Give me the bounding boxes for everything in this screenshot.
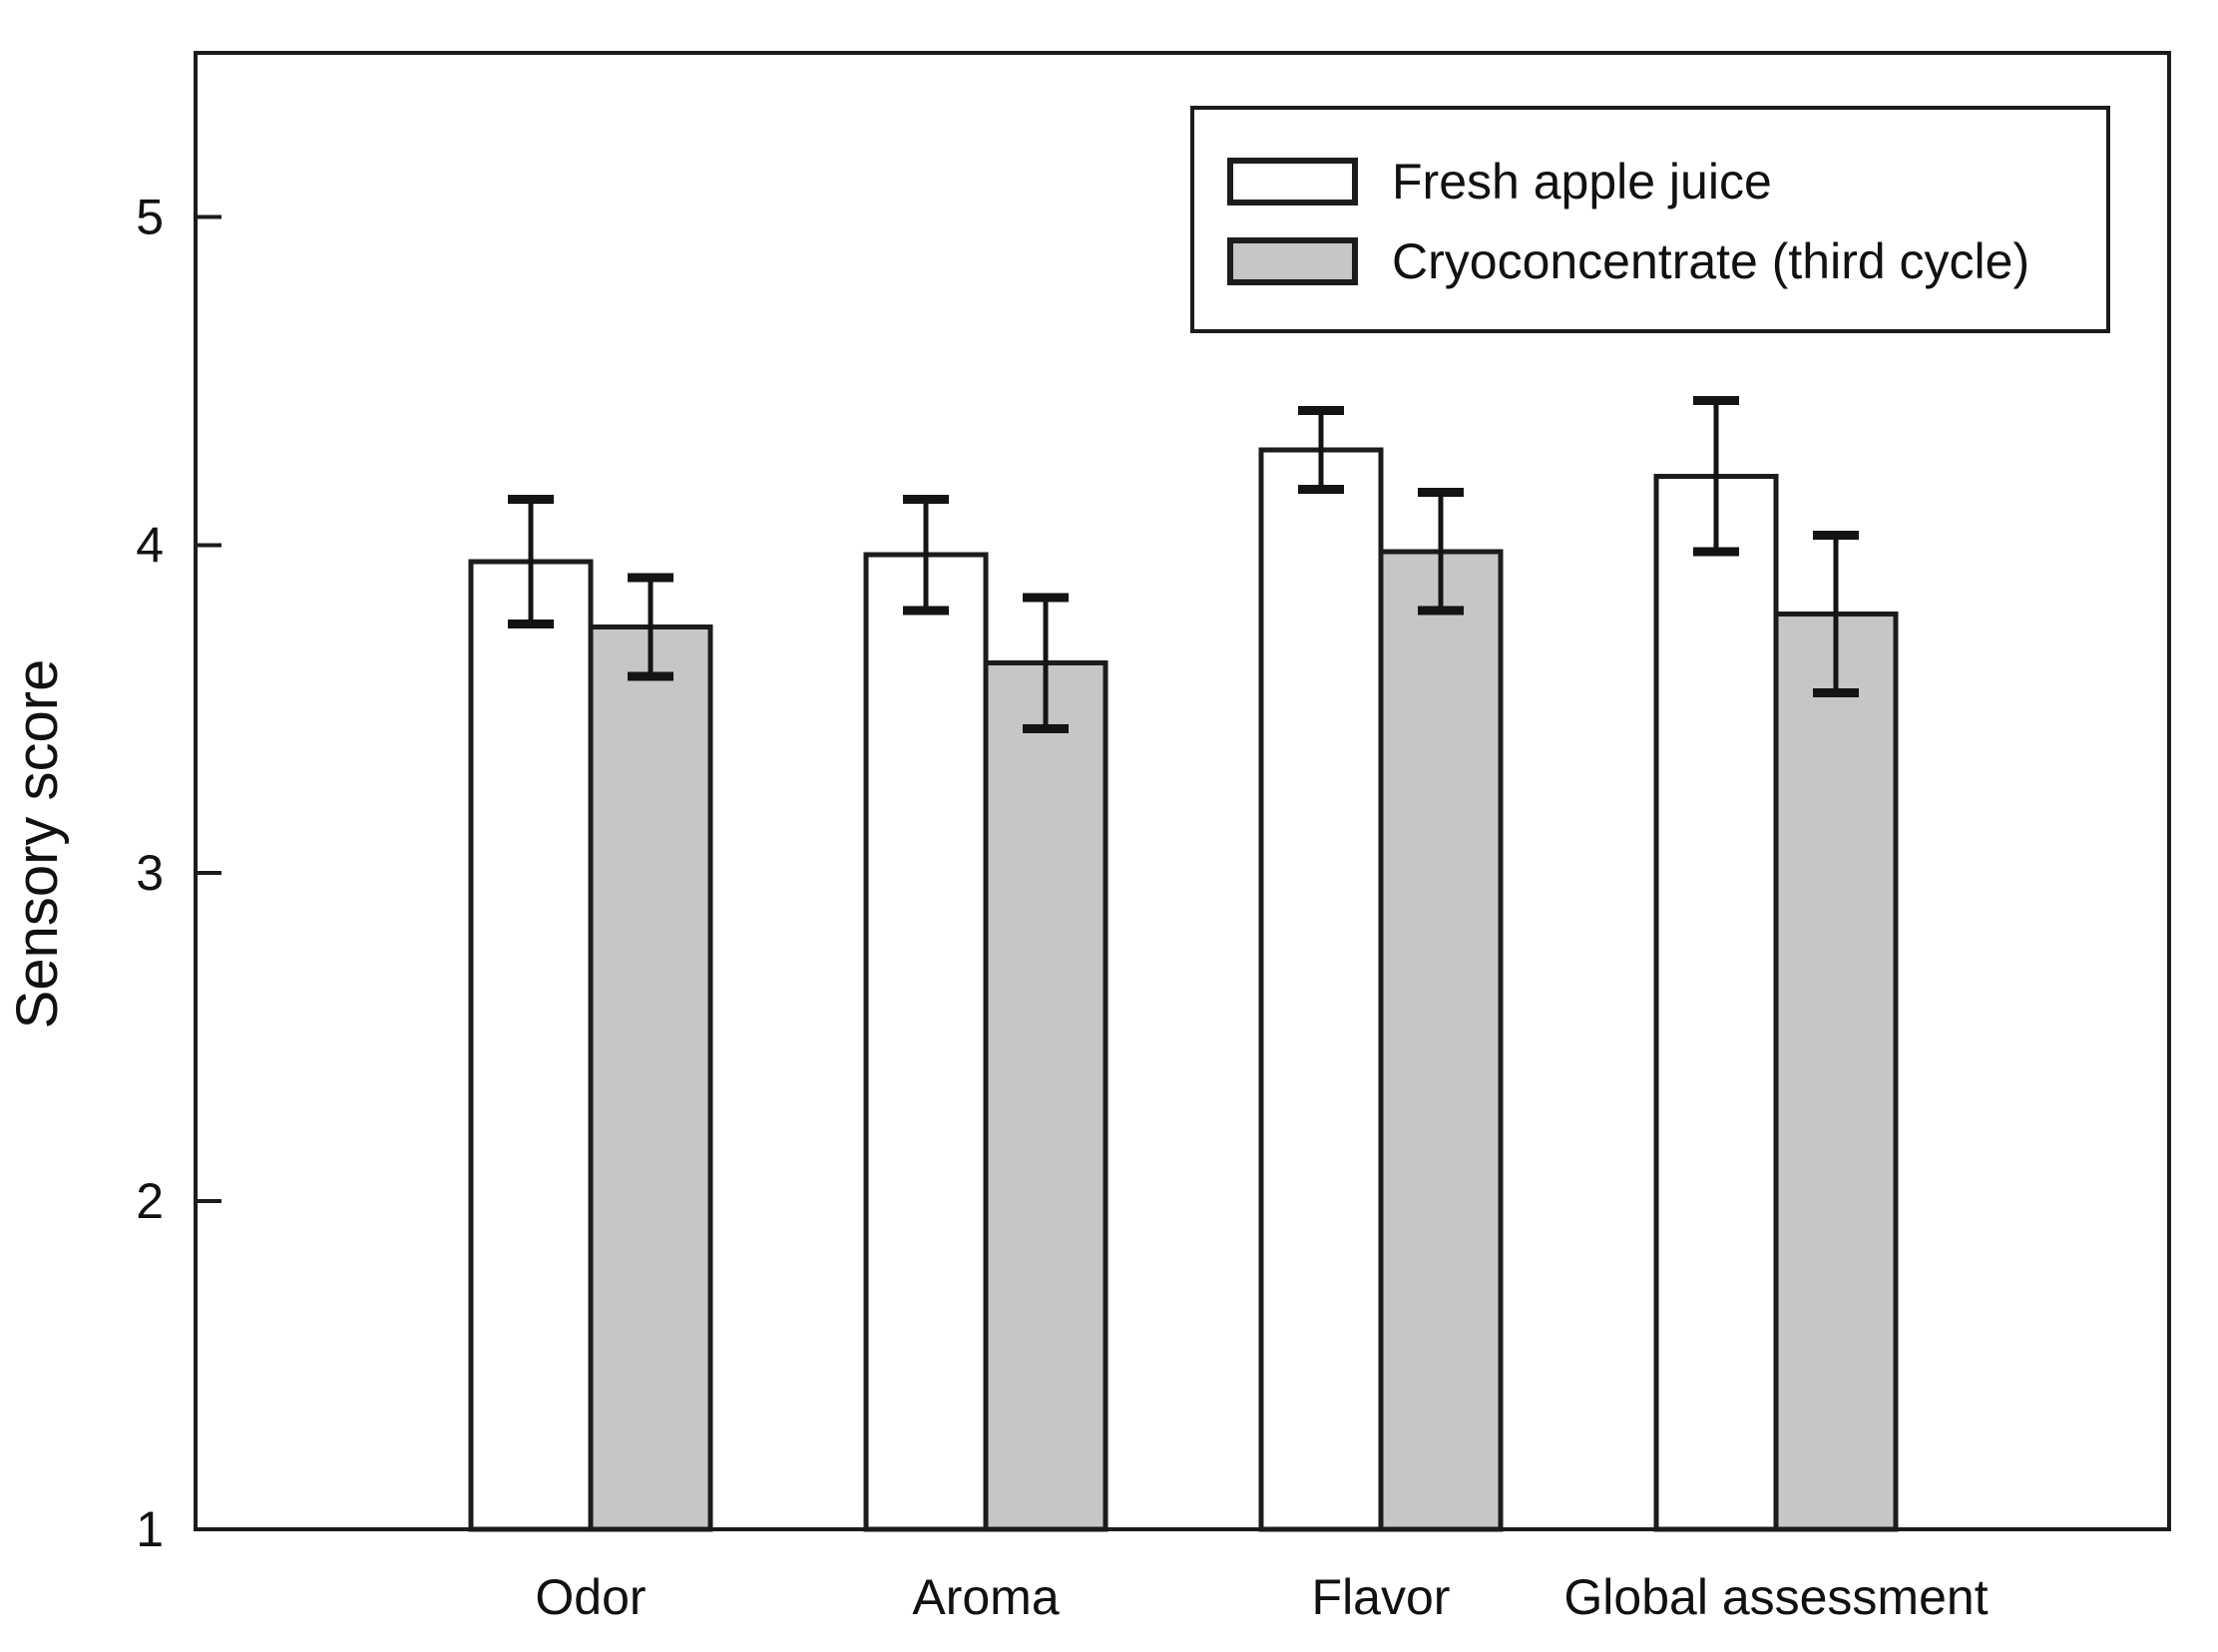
legend: Fresh apple juice Cryoconcentrate (third … xyxy=(1190,106,2110,333)
bar-fresh-apple-juice-aroma xyxy=(863,552,989,1532)
y-tick-label: 1 xyxy=(136,1501,164,1557)
bar-fresh-apple-juice-odor xyxy=(468,559,594,1532)
x-tick-label-global-assessment: Global assessment xyxy=(1563,1569,1988,1625)
y-tick-label: 5 xyxy=(136,189,164,244)
bar-cryoconcentrate-third-cycle-global-assessment xyxy=(1773,611,1899,1532)
bar-fresh-apple-juice-global-assessment xyxy=(1653,473,1779,1532)
y-axis-title: Sensory score xyxy=(5,659,70,1030)
x-tick-label-flavor: Flavor xyxy=(1312,1569,1451,1625)
error-bar-fresh-apple-juice-odor xyxy=(508,494,554,628)
error-bar-cryoconcentrate-third-cycle-flavor xyxy=(1418,488,1464,616)
legend-swatch-cryoconcentrate-third-cycle xyxy=(1227,237,1358,285)
legend-box xyxy=(1190,106,2110,333)
y-tick-label: 4 xyxy=(136,517,164,573)
error-bar-cryoconcentrate-third-cycle-odor xyxy=(628,573,673,681)
error-bar-cryoconcentrate-third-cycle-global-assessment xyxy=(1813,530,1859,697)
bar-cryoconcentrate-third-cycle-odor xyxy=(588,624,713,1532)
error-bar-fresh-apple-juice-global-assessment xyxy=(1693,396,1739,557)
bar-cryoconcentrate-third-cycle-flavor xyxy=(1378,549,1504,1532)
x-tick-label-odor: Odor xyxy=(535,1569,646,1625)
y-tick-label: 2 xyxy=(136,1173,164,1229)
legend-swatch-fresh-apple-juice xyxy=(1227,158,1358,206)
error-bar-fresh-apple-juice-aroma xyxy=(903,494,949,616)
legend-label-cryoconcentrate-third-cycle: Cryoconcentrate (third cycle) xyxy=(1392,233,2029,289)
x-tick-label-aroma: Aroma xyxy=(912,1569,1059,1625)
bar-fresh-apple-juice-flavor xyxy=(1258,447,1384,1532)
bar-cryoconcentrate-third-cycle-aroma xyxy=(983,660,1109,1532)
legend-label-fresh-apple-juice: Fresh apple juice xyxy=(1392,154,1772,209)
plot-frame xyxy=(194,51,2171,1531)
y-tick-label: 3 xyxy=(136,845,164,901)
error-bar-cryoconcentrate-third-cycle-aroma xyxy=(1023,593,1069,734)
error-bar-fresh-apple-juice-flavor xyxy=(1298,405,1344,494)
